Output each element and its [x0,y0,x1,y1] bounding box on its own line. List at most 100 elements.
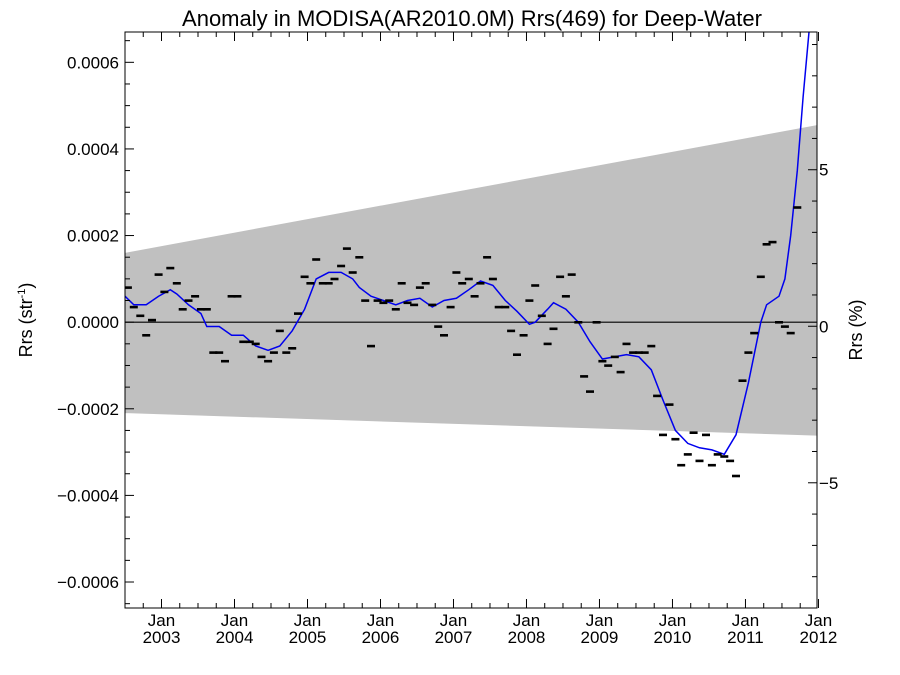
monthly-anomaly-point [440,334,448,337]
monthly-anomaly-point [282,351,291,354]
monthly-anomaly-point [592,321,601,324]
monthly-anomaly-point [421,282,430,285]
monthly-anomaly-point [549,327,558,331]
x-tick-year-label: 2005 [289,628,327,647]
monthly-anomaly-point [410,303,419,307]
x-tick-month-label: Jan [586,611,613,630]
monthly-anomaly-point [768,240,777,244]
monthly-anomaly-point [653,394,662,398]
monthly-anomaly-point [537,314,546,318]
x-tick-month-label: Jan [732,611,759,630]
monthly-anomaly-point [324,282,333,285]
monthly-anomaly-point [786,331,795,335]
y-axis-left-label-close: ) [16,283,36,289]
monthly-anomaly-point [125,286,132,289]
monthly-anomaly-point [415,286,424,289]
monthly-anomaly-point [780,325,789,328]
monthly-anomaly-point [634,351,643,354]
monthly-anomaly-point [543,342,552,346]
monthly-anomaly-point [452,271,461,274]
monthly-points-layer [125,206,802,478]
y-axis-left-label: Rrs (str-1) [16,283,36,358]
monthly-anomaly-point [373,299,382,302]
monthly-anomaly-point [434,325,443,328]
smoothed-line-layer [125,32,810,456]
monthly-anomaly-point [403,301,412,305]
monthly-anomaly-point [604,364,613,367]
monthly-anomaly-point [428,303,437,307]
monthly-anomaly-point [294,312,302,315]
x-tick-year-label: 2007 [435,628,473,647]
monthly-anomaly-point [483,256,492,259]
monthly-anomaly-point [202,308,211,311]
monthly-anomaly-point [616,370,625,374]
monthly-anomaly-point [196,308,205,311]
monthly-anomaly-point [598,359,607,363]
monthly-anomaly-point [574,321,583,324]
monthly-anomaly-point [501,305,510,309]
x-tick-year-label: 2010 [654,628,692,647]
monthly-anomaly-point [659,433,667,437]
monthly-anomaly-point [622,342,631,346]
y-left-tick-label: 0.0000 [67,313,119,332]
y-axis-left-label-main: Rrs (str [16,298,36,357]
monthly-anomaly-point [476,282,485,285]
monthly-anomaly-point [702,433,710,437]
monthly-anomaly-point [732,474,740,478]
monthly-anomaly-point [525,299,534,302]
monthly-anomaly-point [707,463,716,467]
y-right-tick-label: 0 [819,317,828,336]
smoothed-anomaly-line [125,32,810,456]
monthly-anomaly-point [556,275,565,279]
x-tick-year-label: 2009 [581,628,619,647]
monthly-anomaly-point [245,340,254,344]
uncertainty-band-layer [125,125,817,436]
uncertainty-band [125,125,817,436]
y-left-tick-label: −0.0006 [57,573,119,592]
x-tick-month-label: Jan [805,611,832,630]
monthly-anomaly-point [264,359,273,363]
monthly-anomaly-point [191,295,200,298]
monthly-anomaly-point [519,334,528,337]
monthly-anomaly-point [178,308,187,311]
y-left-tick-label: 0.0006 [67,53,119,72]
monthly-anomaly-point [629,351,638,354]
monthly-anomaly-point [337,264,346,268]
monthly-anomaly-point [488,277,497,281]
monthly-anomaly-point [762,243,771,246]
y-right-tick-label: 5 [819,161,828,180]
x-tick-year-label: 2011 [727,628,764,647]
monthly-anomaly-point [257,355,266,359]
x-tick-year-label: 2006 [362,628,400,647]
monthly-anomaly-point [129,305,138,309]
monthly-anomaly-point [288,347,297,350]
monthly-anomaly-point [610,355,619,359]
x-tick-year-label: 2003 [143,628,181,647]
monthly-anomaly-point [671,437,680,441]
monthly-anomaly-point [750,331,759,335]
monthly-anomaly-point [184,299,193,302]
monthly-anomaly-point [300,275,309,279]
monthly-anomaly-point [385,299,394,302]
monthly-anomaly-point [744,351,753,354]
monthly-anomaly-point [221,359,229,363]
x-tick-month-label: Jan [659,611,686,630]
monthly-anomaly-point [269,351,278,354]
monthly-anomaly-point [367,344,375,348]
monthly-anomaly-point [640,351,649,354]
monthly-anomaly-point [720,455,729,458]
y-axis-right-label: Rrs (%) [846,300,866,361]
monthly-anomaly-point [756,275,765,279]
x-tick-month-label: Jan [440,611,467,630]
monthly-anomaly-point [233,295,242,298]
x-tick-month-label: Jan [294,611,321,630]
monthly-anomaly-point [136,314,145,318]
monthly-anomaly-point [142,334,151,337]
monthly-anomaly-point [275,329,284,333]
plot-frame [124,31,818,609]
monthly-anomaly-point [647,344,656,348]
monthly-anomaly-point [342,247,351,250]
monthly-anomaly-point [726,459,735,463]
x-tick-month-label: Jan [367,611,394,630]
monthly-anomaly-point [355,256,364,259]
